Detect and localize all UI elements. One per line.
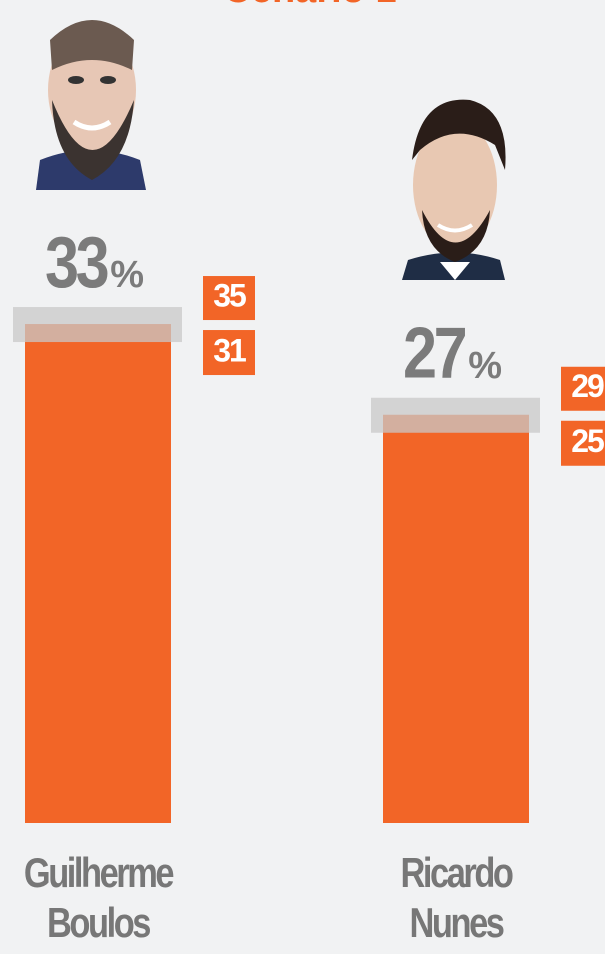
chart-title: Cenário 1 bbox=[223, 0, 396, 11]
bar bbox=[383, 415, 529, 823]
error-band bbox=[13, 307, 182, 342]
value-label: 27 bbox=[403, 314, 466, 394]
value-label: 33 bbox=[45, 223, 108, 303]
portrait-nunes bbox=[402, 100, 506, 280]
value-unit: % bbox=[468, 345, 502, 387]
category-label: Ricardo Nunes bbox=[378, 848, 534, 948]
value-unit: % bbox=[110, 254, 144, 296]
upper-label: 29 bbox=[571, 368, 604, 404]
upper-label: 35 bbox=[213, 277, 246, 313]
portrait-boulos bbox=[36, 20, 146, 190]
lower-label: 31 bbox=[213, 332, 246, 368]
category-label: Guilherme Boulos bbox=[20, 848, 176, 948]
page: Cenário 1 33% 35 31 27% 29 25 Guilherme Boulo… bbox=[0, 0, 605, 954]
lower-label: 25 bbox=[571, 423, 604, 459]
bar bbox=[25, 324, 171, 823]
error-band bbox=[371, 398, 540, 433]
chart: Cenário 1 33% 35 31 27% 29 25 bbox=[0, 0, 605, 954]
